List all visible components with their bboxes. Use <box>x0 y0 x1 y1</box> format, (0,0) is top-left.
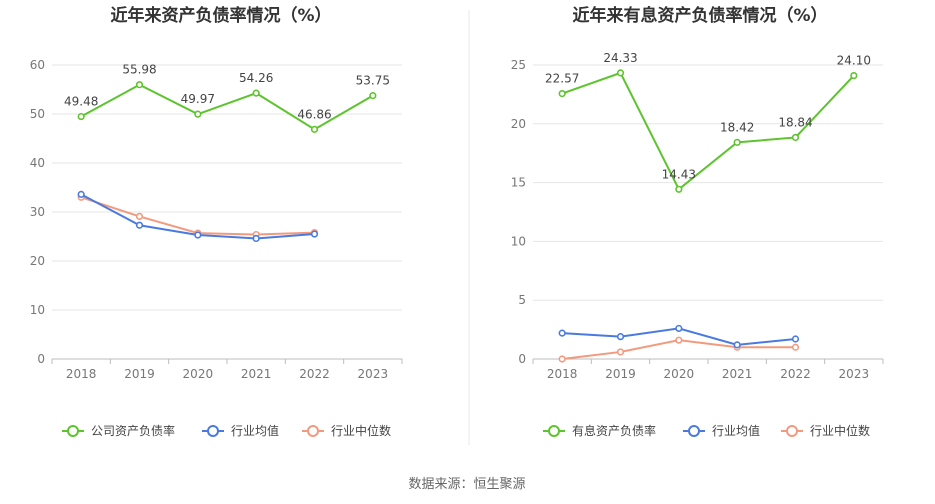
legend-item: 行业中位数 <box>781 423 870 438</box>
data-label: 22.57 <box>545 72 579 86</box>
series-line-2 <box>80 196 315 236</box>
data-point <box>558 355 566 363</box>
legend-marker <box>548 425 560 437</box>
chart-interest-bearing-debt-ratio: 近年来有息资产负债率情况（%） 0 5 10 15 20 25 2018 2019 2020 20… <box>511 5 884 438</box>
legend-item: 行业均值 <box>202 423 279 438</box>
data-label: 18.42 <box>720 120 754 134</box>
x-tick-label: 2020 <box>183 367 214 381</box>
data-point <box>791 133 800 142</box>
legend-item: 行业中位数 <box>302 423 391 438</box>
x-tick-label: 2019 <box>124 367 155 381</box>
legend-label: 行业中位数 <box>331 423 391 438</box>
legend-label: 行业均值 <box>712 423 760 438</box>
x-tick-label: 2022 <box>299 367 330 381</box>
y-tick-label: 5 <box>518 293 526 307</box>
x-tick-label: 2022 <box>780 367 811 381</box>
data-point <box>675 336 683 344</box>
data-point <box>558 329 566 337</box>
data-label: 49.97 <box>181 92 215 106</box>
data-point <box>135 81 144 89</box>
y-tick-label: 30 <box>30 205 45 219</box>
data-point <box>675 185 683 193</box>
legend-item: 有息资产负债率 <box>543 423 656 438</box>
y-tick-label: 0 <box>518 352 526 366</box>
data-label: 24.10 <box>837 54 871 68</box>
data-label: 53.75 <box>356 74 390 88</box>
legend-marker <box>786 425 798 437</box>
data-label: 55.98 <box>122 63 156 77</box>
x-tick-label: 2023 <box>839 367 870 381</box>
legend-item: 公司资产负债率 <box>62 423 175 438</box>
y-tick-label: 60 <box>30 58 45 72</box>
data-point <box>733 341 741 349</box>
data-point <box>850 71 858 80</box>
data-point <box>252 234 260 243</box>
series-line-0 <box>80 83 374 131</box>
data-point <box>616 69 625 77</box>
data-point <box>616 333 625 341</box>
data-point <box>369 92 377 100</box>
legend-label: 行业中位数 <box>810 423 870 438</box>
data-label: 24.33 <box>603 51 637 65</box>
data-point <box>77 190 85 198</box>
y-tick-label: 0 <box>37 352 45 366</box>
y-tick-label: 10 <box>511 234 526 248</box>
x-tick-label: 2018 <box>66 367 97 381</box>
legend-label: 公司资产负债率 <box>91 423 175 438</box>
chart-debt-ratio: 近年来资产负债率情况（%） 0 10 20 30 40 50 60 2018 2019 2020 2… <box>30 5 403 438</box>
data-point <box>791 343 800 351</box>
y-tick-label: 10 <box>30 303 45 317</box>
data-point <box>791 335 800 343</box>
chart-title: 近年来有息资产负债率情况（%） <box>572 5 827 26</box>
y-tick-label: 20 <box>30 254 45 268</box>
data-point <box>135 221 144 229</box>
data-point <box>252 89 260 97</box>
data-point <box>194 110 202 118</box>
x-tick-label: 2021 <box>241 367 272 381</box>
x-tick-label: 2019 <box>605 367 636 381</box>
chart-title: 近年来资产负债率情况（%） <box>110 5 331 26</box>
data-label: 54.26 <box>239 71 273 85</box>
data-source: 数据来源：恒生聚源 <box>408 477 525 492</box>
legend-marker <box>67 425 79 437</box>
x-tick-label: 2018 <box>547 367 578 381</box>
data-point <box>310 125 319 133</box>
data-label: 14.43 <box>662 167 696 181</box>
data-point <box>194 231 202 239</box>
data-point <box>77 112 85 121</box>
x-tick-label: 2023 <box>358 367 389 381</box>
legend-label: 行业均值 <box>231 423 279 438</box>
data-point <box>616 348 625 356</box>
data-label: 18.84 <box>778 115 812 129</box>
series-line-0 <box>561 71 855 191</box>
data-point <box>558 89 566 98</box>
data-point <box>733 138 741 146</box>
legend-item: 行业均值 <box>683 423 760 438</box>
y-tick-label: 20 <box>511 117 526 131</box>
legend-label: 有息资产负债率 <box>572 423 656 438</box>
data-point <box>310 230 319 238</box>
y-tick-label: 50 <box>30 107 45 121</box>
data-label: 49.48 <box>64 95 98 109</box>
x-tick-label: 2021 <box>722 367 753 381</box>
y-tick-label: 25 <box>511 58 526 72</box>
y-tick-label: 15 <box>511 176 526 190</box>
data-point <box>675 324 683 333</box>
legend-marker <box>207 425 219 437</box>
y-tick-label: 40 <box>30 156 45 170</box>
data-point <box>135 212 144 221</box>
x-tick-label: 2020 <box>664 367 695 381</box>
legend-marker <box>307 425 319 437</box>
legend-marker <box>688 425 700 437</box>
data-label: 46.86 <box>297 107 331 121</box>
